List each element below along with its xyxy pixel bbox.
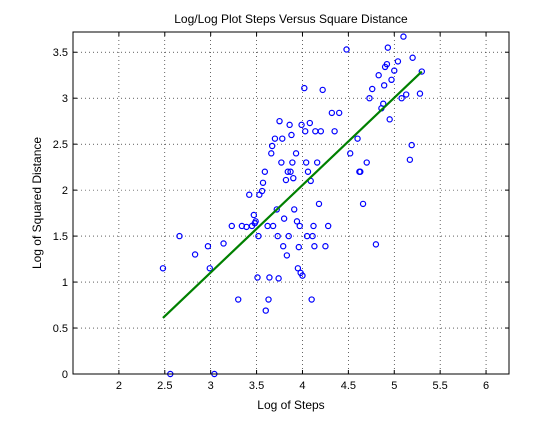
- y-tick-label: 1.5: [53, 231, 68, 243]
- y-tick-label: 0.5: [53, 323, 68, 335]
- x-tick-label: 2: [116, 380, 122, 392]
- x-tick-label: 3: [208, 380, 214, 392]
- x-tick-label: 4.5: [341, 380, 356, 392]
- x-tick-label: 5: [391, 380, 397, 392]
- x-tick-label: 3.5: [249, 380, 264, 392]
- chart-title: Log/Log Plot Steps Versus Square Distanc…: [174, 12, 408, 26]
- y-tick-label: 0: [62, 369, 68, 381]
- y-tick-label: 3: [62, 93, 68, 105]
- x-tick-label: 6: [483, 380, 489, 392]
- y-axis-label: Log of Squared Distance: [30, 137, 44, 269]
- y-tick-label: 2: [62, 185, 68, 197]
- x-axis-label: Log of Steps: [257, 398, 324, 412]
- x-tick-label: 5.5: [433, 380, 448, 392]
- x-tick-label: 4: [299, 380, 305, 392]
- x-tick-label: 2.5: [157, 380, 172, 392]
- y-tick-label: 3.5: [53, 47, 68, 59]
- y-tick-label: 2.5: [53, 139, 68, 151]
- plot-area: [73, 32, 509, 374]
- y-tick-label: 1: [62, 277, 68, 289]
